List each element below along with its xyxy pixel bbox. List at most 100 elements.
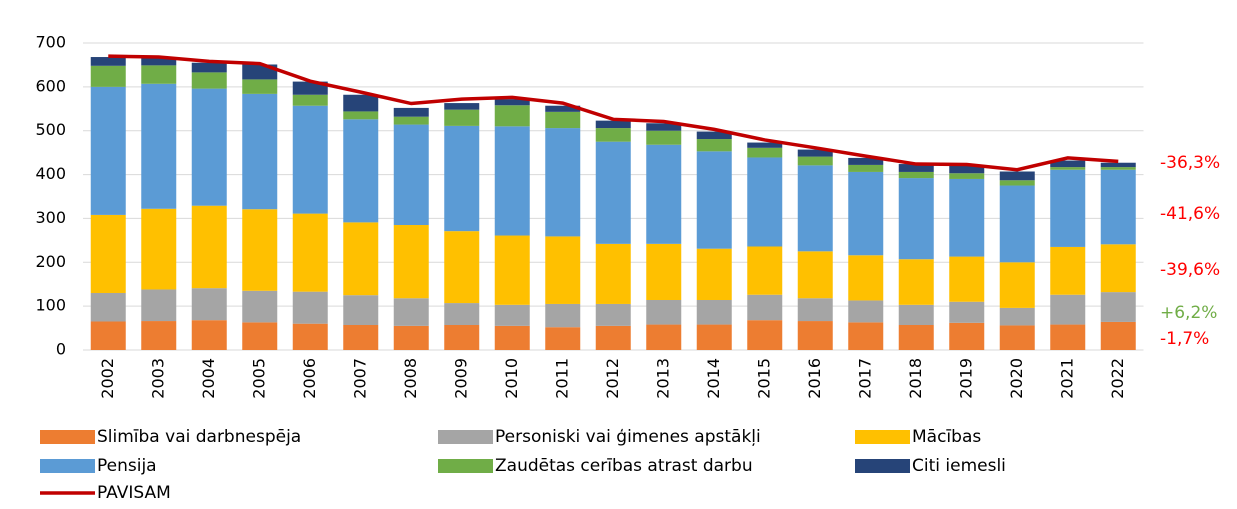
bar-segment: [646, 300, 682, 325]
bar-segment: [747, 157, 783, 247]
bar-segment: [1100, 167, 1136, 170]
x-tick-label: 2021: [1057, 358, 1076, 399]
bar-segment: [848, 164, 884, 172]
bar-segment: [949, 164, 985, 174]
bar-segment: [595, 141, 631, 244]
annotation: -39,6%: [1160, 260, 1220, 280]
x-tick-label: 2003: [148, 358, 167, 399]
total-line: [108, 54, 1119, 172]
legend-label: Personiski vai ģimenes apstākļi: [495, 427, 761, 447]
x-tick-label: 2004: [199, 358, 218, 399]
bar-segment: [141, 289, 177, 322]
bar-segment: [797, 321, 833, 350]
bar-segment: [494, 235, 530, 305]
x-tick-label: 2009: [451, 358, 470, 399]
x-tick-label: 2015: [754, 358, 773, 399]
bar-segment: [646, 123, 682, 131]
bar-segment: [444, 231, 480, 304]
bar-segment: [90, 65, 126, 87]
bar-segment: [747, 246, 783, 295]
x-tick-label: 2019: [956, 358, 975, 399]
bar-segment: [343, 295, 379, 326]
legend-label: PAVISAM: [97, 483, 171, 503]
bar-segment: [747, 320, 783, 350]
bar-segment: [242, 209, 278, 291]
bar-segment: [797, 165, 833, 252]
bar-segment: [949, 301, 985, 323]
bar-segment: [595, 243, 631, 304]
bar-segment: [545, 111, 581, 129]
legend-swatch: [855, 459, 910, 473]
bar-segment: [898, 171, 934, 179]
bar-segment: [999, 307, 1035, 326]
bar-segment: [494, 304, 530, 326]
bar-segment: [343, 119, 379, 223]
x-tick-label: 2012: [603, 358, 622, 399]
bar-segment: [1050, 160, 1086, 168]
legend-swatch: [438, 430, 493, 444]
bar-segment: [141, 65, 177, 84]
bar-segment: [141, 321, 177, 350]
bar-segment: [1100, 244, 1136, 293]
bar-segment: [191, 72, 227, 89]
legend-label: Citi iemesli: [912, 456, 1006, 476]
bar-segment: [696, 139, 732, 152]
bar-segment: [696, 324, 732, 350]
bar-segment: [848, 300, 884, 323]
bar-segment: [545, 128, 581, 237]
bar-segment: [898, 325, 934, 350]
x-tick-label: 2006: [300, 358, 319, 399]
bar-segment: [292, 213, 328, 292]
bar-segment: [1050, 324, 1086, 350]
x-tick-label: 2018: [906, 358, 925, 399]
y-tick-label: 400: [35, 164, 66, 183]
bar-segment: [595, 128, 631, 142]
x-tick-label: 2002: [98, 358, 117, 399]
bar-segment: [191, 288, 227, 321]
bar-segment: [747, 294, 783, 321]
y-tick-label: 100: [35, 296, 66, 315]
bar-segment: [949, 322, 985, 350]
bar-segment: [141, 83, 177, 209]
bar-segment: [848, 255, 884, 301]
bar-segment: [191, 205, 227, 289]
bar-segment: [141, 208, 177, 290]
bar-segment: [242, 93, 278, 210]
bar-segment: [494, 126, 530, 236]
bar-segment: [595, 120, 631, 129]
bar-segment: [393, 225, 429, 299]
legend-swatch: [40, 459, 95, 473]
bar-segment: [141, 57, 177, 66]
bar-segment: [545, 105, 581, 112]
bar-segment: [393, 298, 429, 326]
bar-segment: [191, 62, 227, 73]
bar-segment: [1050, 294, 1086, 325]
bar-segment: [545, 303, 581, 328]
bar-segment: [444, 125, 480, 232]
bar-segment: [545, 236, 581, 304]
bar-segment: [292, 105, 328, 214]
bar-segment: [999, 325, 1035, 350]
annotation: +6,2%: [1160, 303, 1217, 323]
bar-segment: [848, 157, 884, 165]
legend-swatch: [40, 430, 95, 444]
bar-segment: [90, 57, 126, 66]
legend-label: Zaudētas cerības atrast darbu: [495, 456, 753, 476]
bar-segment: [191, 88, 227, 206]
x-tick-label: 2010: [502, 358, 521, 399]
y-tick-label: 0: [56, 340, 66, 359]
y-tick-label: 600: [35, 76, 66, 95]
bar-segment: [444, 303, 480, 326]
bar-segment: [646, 324, 682, 350]
bar-segment: [797, 298, 833, 322]
x-tick-label: 2008: [401, 358, 420, 399]
bar-segment: [242, 322, 278, 350]
bar-segment: [90, 86, 126, 215]
bar-segment: [949, 178, 985, 257]
bar-segment: [696, 300, 732, 325]
bar-segment: [999, 262, 1035, 308]
bar-segment: [494, 325, 530, 350]
bar-segment: [696, 131, 732, 140]
bar-segment: [797, 149, 833, 157]
